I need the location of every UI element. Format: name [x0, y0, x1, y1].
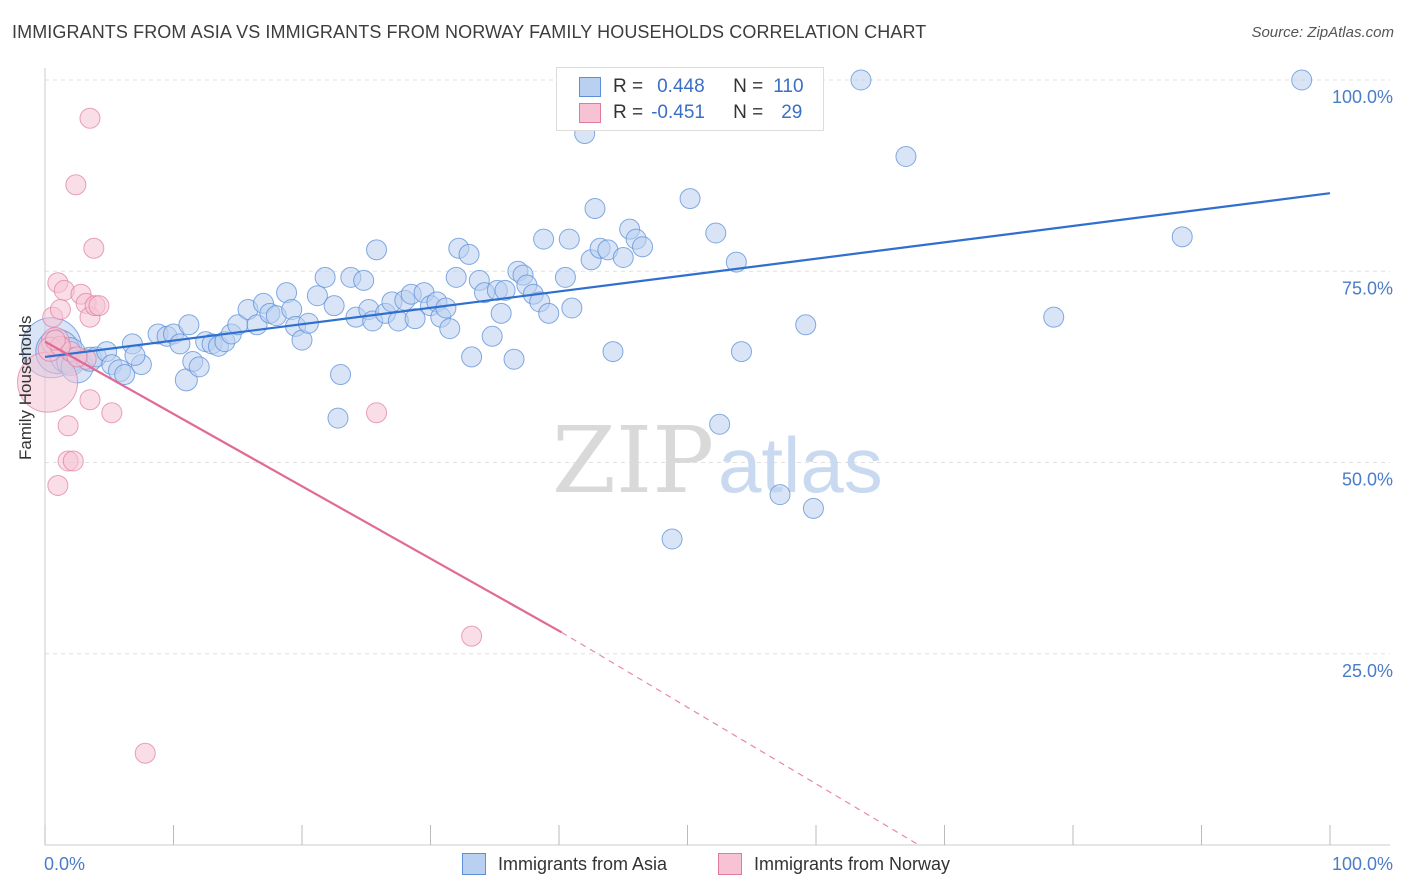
tick-labels: 100.0% 75.0% 50.0% 25.0% 0.0% 100.0%	[44, 87, 1393, 874]
data-point-asia	[725, 251, 747, 273]
data-point-norway	[47, 474, 69, 496]
data-point-norway	[65, 174, 87, 196]
data-point-asia	[632, 236, 654, 258]
data-point-asia	[323, 295, 345, 317]
data-point-asia	[461, 346, 483, 368]
data-point-norway	[88, 295, 110, 317]
x-tick-label-max: 100.0%	[1332, 854, 1393, 874]
data-point-asia	[1171, 226, 1193, 248]
y-tick-label: 100.0%	[1332, 87, 1393, 107]
correlation-legend: R = 0.448 N = 110 R = -0.451 N = 29	[556, 67, 824, 131]
data-point-asia	[124, 344, 146, 366]
legend-asia-n-value: 110	[773, 76, 804, 97]
trend-line-norway	[44, 340, 563, 634]
trend-line-asia	[44, 192, 1331, 359]
data-point-asia	[730, 341, 752, 363]
axes	[44, 68, 1390, 846]
data-point-norway	[57, 415, 79, 437]
legend-norway-n-label: N =	[733, 102, 764, 123]
data-point-norway	[134, 742, 156, 764]
y-tick-label: 75.0%	[1342, 278, 1393, 298]
legend-row-norway: R = -0.451 N = 29	[579, 100, 802, 126]
data-point-asia	[178, 314, 200, 336]
data-point-asia	[314, 266, 336, 288]
x-tick-label-min: 0.0%	[44, 854, 85, 874]
data-point-norway	[461, 625, 483, 647]
data-point-norway	[79, 389, 101, 411]
y-tick-label: 25.0%	[1342, 661, 1393, 681]
legend-norway-r-value: -0.451	[651, 102, 705, 123]
data-point-asia	[169, 333, 191, 355]
bottom-legend-label-norway: Immigrants from Norway	[754, 853, 951, 874]
data-point-asia	[705, 222, 727, 244]
data-point-norway	[79, 107, 101, 129]
data-point-asia	[561, 297, 583, 319]
data-point-asia	[330, 364, 352, 386]
data-point-asia	[661, 528, 683, 550]
data-point-norway	[101, 402, 123, 424]
data-point-asia	[612, 246, 634, 268]
data-point-asia	[850, 69, 872, 91]
legend-asia-r-value: 0.448	[657, 76, 705, 97]
trend-line-norway-extension	[561, 631, 920, 846]
data-point-asia	[458, 243, 480, 265]
legend-swatch-norway	[579, 103, 601, 123]
data-point-norway	[49, 299, 71, 320]
data-point-asia	[538, 302, 560, 324]
chart-title: IMMIGRANTS FROM ASIA VS IMMIGRANTS FROM …	[12, 22, 927, 42]
watermark-atlas: atlas	[718, 421, 883, 509]
data-point-asia	[490, 302, 512, 324]
series-norway-points	[17, 107, 483, 764]
data-point-asia	[584, 198, 606, 220]
source-label: Source: ZipAtlas.com	[1251, 24, 1394, 41]
data-point-norway	[366, 402, 388, 424]
y-axis-label: Family Households	[16, 315, 35, 460]
data-point-norway	[83, 237, 105, 259]
data-point-asia	[503, 348, 525, 370]
data-point-norway	[62, 450, 84, 472]
data-point-asia	[602, 341, 624, 363]
legend-row-asia: R = 0.448 N = 110	[579, 74, 804, 100]
bottom-legend-label-asia: Immigrants from Asia	[498, 853, 668, 874]
data-point-asia	[895, 146, 917, 167]
data-point-asia	[554, 266, 576, 288]
bottom-legend-swatch-norway	[718, 853, 742, 875]
data-point-asia	[481, 325, 503, 347]
data-point-asia	[435, 297, 457, 319]
watermark-zip: ZIP	[552, 407, 714, 514]
data-point-asia	[802, 497, 824, 519]
data-point-asia	[439, 318, 461, 340]
data-point-asia	[558, 228, 580, 250]
data-point-asia	[494, 279, 516, 301]
legend-asia-n-label: N =	[733, 76, 764, 97]
data-point-asia	[1043, 306, 1065, 328]
data-point-asia	[327, 407, 349, 429]
legend-asia-r-label: R =	[613, 76, 644, 97]
data-point-asia	[533, 228, 555, 250]
bottom-legend-swatch-asia	[462, 853, 486, 875]
trend-lines	[44, 192, 1331, 846]
data-point-asia	[769, 484, 791, 506]
y-tick-label: 50.0%	[1342, 470, 1393, 490]
data-point-asia	[366, 239, 388, 261]
bottom-legend-asia: Immigrants from Asia	[462, 852, 667, 876]
bottom-legend-norway: Immigrants from Norway	[718, 852, 950, 876]
legend-norway-r-label: R =	[613, 102, 644, 123]
grid-lines	[45, 79, 1390, 655]
data-point-asia	[306, 285, 328, 307]
data-point-asia	[679, 188, 701, 210]
data-point-asia	[709, 413, 731, 435]
legend-swatch-asia	[579, 77, 601, 97]
data-point-asia	[353, 269, 375, 291]
data-point-asia	[445, 266, 467, 288]
data-point-asia	[188, 356, 210, 378]
data-point-asia	[1291, 69, 1313, 91]
data-point-asia	[795, 314, 817, 336]
legend-norway-n-value: 29	[781, 102, 803, 123]
data-point-asia	[114, 364, 136, 386]
